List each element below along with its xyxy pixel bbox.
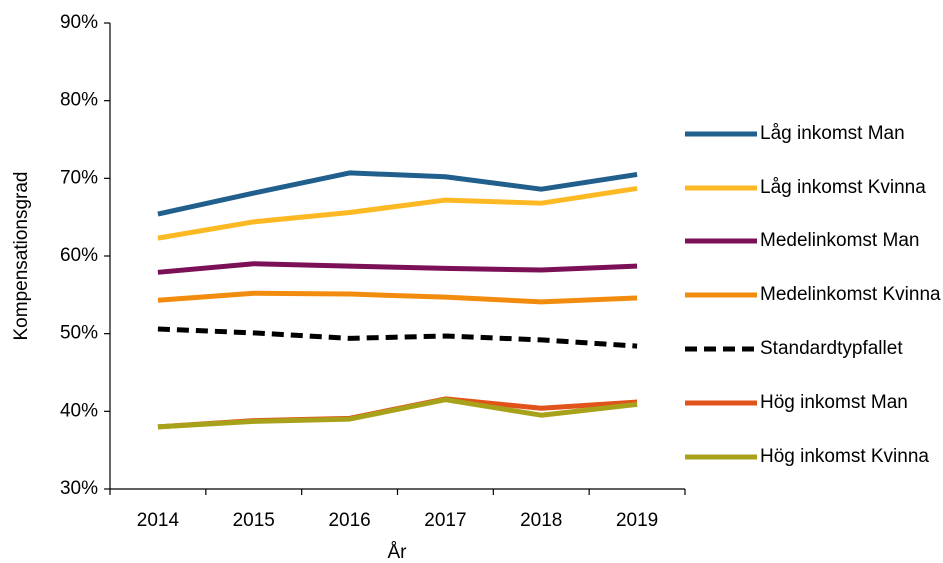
x-tick-label: 2019 (616, 510, 658, 531)
y-axis-label: Kompensationsgrad (11, 172, 32, 341)
y-tick-label: 40% (60, 400, 98, 421)
x-tick-label: 2014 (137, 510, 180, 531)
y-tick-label: 90% (60, 12, 98, 33)
legend-label: Hög inkomst Man (760, 392, 908, 413)
line-series (157, 290, 638, 305)
legend-label: Låg inkomst Man (760, 123, 905, 144)
y-tick-label: 30% (60, 478, 98, 499)
y-tick-label: 70% (60, 167, 98, 188)
line-series (157, 397, 638, 430)
line-series (157, 326, 638, 349)
legend-label: Standardtypfallet (760, 338, 903, 359)
x-tick-label: 2017 (424, 510, 466, 531)
legend-label: Låg inkomst Kvinna (760, 177, 926, 198)
y-tick-label: 50% (60, 323, 98, 344)
x-axis-label: År (388, 542, 408, 563)
y-tick-label: 80% (60, 90, 98, 111)
line-series (157, 261, 638, 275)
legend-label: Medelinkomst Man (760, 230, 919, 251)
x-tick-label: 2015 (233, 510, 275, 531)
line-series (157, 170, 638, 217)
legend-label: Hög inkomst Kvinna (760, 446, 929, 467)
line-series (157, 185, 638, 241)
x-tick-label: 2018 (520, 510, 562, 531)
legend-label: Medelinkomst Kvinna (760, 284, 941, 305)
y-tick-label: 60% (60, 245, 98, 266)
x-tick-label: 2016 (328, 510, 370, 531)
